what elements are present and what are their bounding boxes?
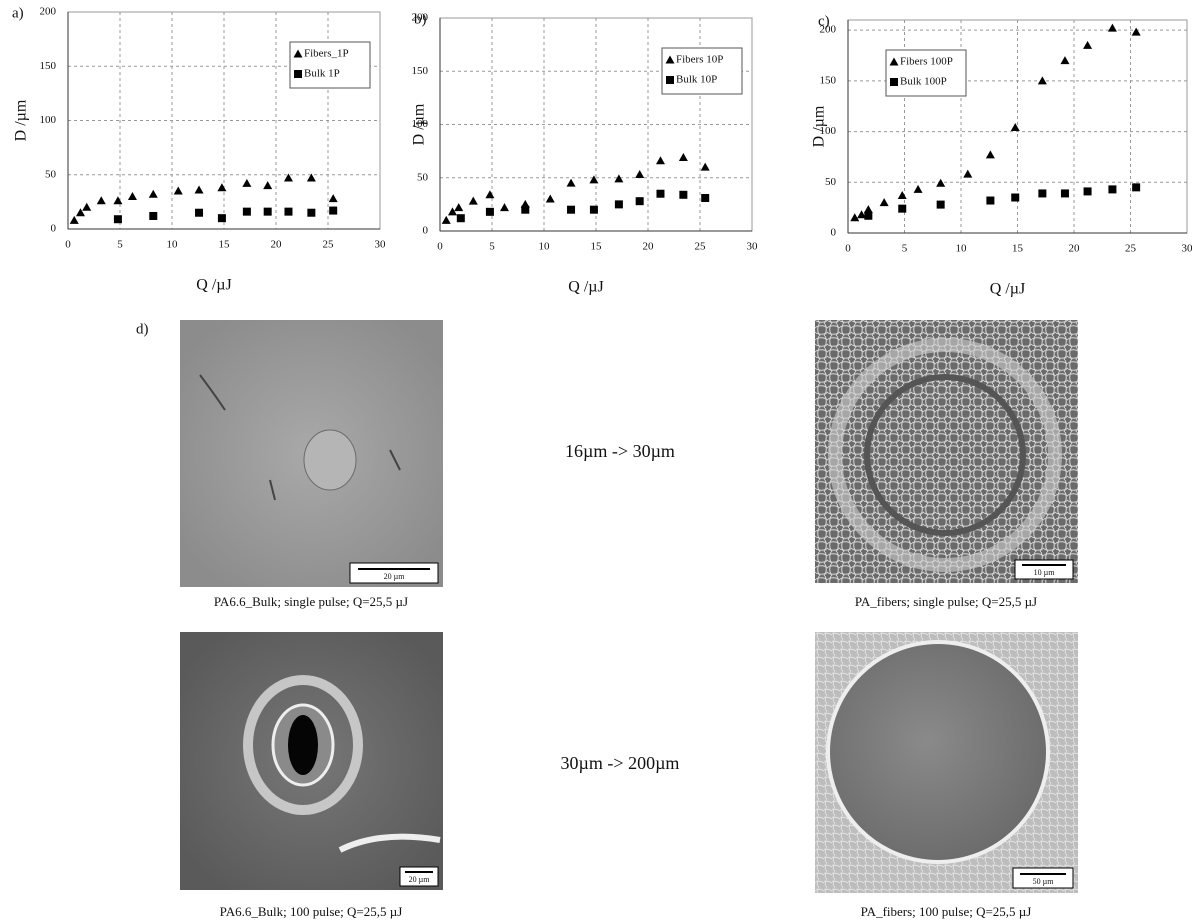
data-point (149, 212, 157, 220)
data-point (898, 205, 906, 213)
legend-label: Fibers 100P (900, 56, 953, 68)
legend-marker (294, 70, 302, 78)
y-axis-label: D /µm (411, 103, 428, 145)
y-tick-label: 0 (831, 227, 837, 239)
y-tick-label: 150 (40, 60, 57, 72)
x-axis-label: Q /µJ (990, 281, 1025, 298)
legend-marker (666, 76, 674, 84)
panel-label: d) (136, 321, 149, 337)
data-point (636, 197, 644, 205)
sem-image (180, 320, 443, 587)
y-tick-label: 200 (40, 6, 57, 18)
y-tick-label: 100 (40, 114, 57, 126)
data-point (1108, 185, 1116, 193)
legend: Fibers 10P Bulk 10P (662, 48, 742, 94)
x-tick-label: 15 (219, 239, 231, 251)
y-axis-label: D /µm (13, 99, 30, 141)
y-tick-label: 0 (423, 225, 429, 237)
sem-image (815, 320, 1078, 583)
legend-label: Bulk 10P (676, 74, 717, 86)
x-axis-label: Q /µJ (196, 277, 231, 294)
y-tick-label: 50 (825, 176, 837, 188)
x-tick-label: 20 (1069, 243, 1081, 255)
x-tick-label: 0 (845, 243, 851, 255)
data-point (264, 208, 272, 216)
x-tick-label: 20 (643, 241, 655, 253)
data-point (864, 212, 872, 220)
x-tick-label: 0 (65, 239, 71, 251)
comparison-text: 30µm -> 200µm (561, 753, 680, 773)
sem-image (180, 632, 443, 890)
data-point (114, 215, 122, 223)
data-point (1061, 189, 1069, 197)
x-tick-label: 15 (591, 241, 603, 253)
y-tick-label: 50 (417, 171, 429, 183)
data-point (521, 206, 529, 214)
x-tick-label: 20 (271, 239, 283, 251)
legend: Fibers 100P Bulk 100P (886, 50, 966, 96)
image-caption: PA_fibers; single pulse; Q=25,5 µJ (855, 594, 1037, 609)
data-point (656, 190, 664, 198)
x-tick-label: 10 (167, 239, 179, 251)
legend-label: Fibers_1P (304, 48, 349, 60)
data-point (1084, 187, 1092, 195)
data-point (986, 197, 994, 205)
image-caption: PA6.6_Bulk; 100 pulse; Q=25,5 µJ (220, 904, 403, 919)
data-point (1011, 194, 1019, 202)
x-tick-label: 5 (902, 243, 908, 255)
scale-bar-label: 20 µm (384, 572, 406, 581)
data-point (679, 191, 687, 199)
scale-bar-label: 10 µm (1034, 568, 1056, 577)
comparison-text: 16µm -> 30µm (565, 441, 675, 461)
legend-label: Bulk 100P (900, 76, 947, 88)
x-tick-label: 0 (437, 241, 443, 253)
figure-canvas: d) 16µm -> 30µm 30µm -> 200µm PA6.6_Bulk… (0, 0, 1196, 922)
image-caption: PA6.6_Bulk; single pulse; Q=25,5 µJ (214, 594, 408, 609)
legend-label: Bulk 1P (304, 68, 340, 80)
x-tick-label: 25 (695, 241, 707, 253)
data-point (701, 194, 709, 202)
panel-label: b) (414, 11, 427, 27)
data-point (1132, 183, 1140, 191)
scale-bar-label: 20 µm (409, 875, 431, 884)
x-tick-label: 30 (747, 241, 759, 253)
legend: Fibers_1P Bulk 1P (290, 42, 370, 88)
data-point (1038, 189, 1046, 197)
x-tick-label: 10 (539, 241, 551, 253)
data-point (615, 200, 623, 208)
legend-marker (890, 78, 898, 86)
data-point (284, 208, 292, 216)
y-tick-label: 150 (412, 65, 429, 77)
x-tick-label: 5 (117, 239, 123, 251)
x-tick-label: 15 (1012, 243, 1024, 255)
data-point (329, 207, 337, 215)
image-caption: PA_fibers; 100 pulse; Q=25,5 µJ (861, 904, 1032, 919)
x-tick-label: 25 (323, 239, 335, 251)
sem-image (815, 632, 1078, 893)
figure: d) 16µm -> 30µm 30µm -> 200µm PA6.6_Bulk… (0, 0, 1196, 922)
data-point (486, 208, 494, 216)
x-tick-label: 30 (375, 239, 387, 251)
data-point (243, 208, 251, 216)
x-tick-label: 5 (489, 241, 495, 253)
legend-label: Fibers 10P (676, 54, 723, 66)
y-axis-label: D /µm (811, 105, 828, 147)
y-tick-label: 50 (45, 168, 57, 180)
data-point (590, 206, 598, 214)
scale-bar-label: 50 µm (1033, 877, 1055, 886)
data-point (218, 214, 226, 222)
x-tick-label: 10 (956, 243, 968, 255)
y-tick-label: 0 (51, 223, 57, 235)
data-point (567, 206, 575, 214)
data-point (195, 209, 203, 217)
data-point (457, 214, 465, 222)
y-tick-label: 150 (820, 74, 837, 86)
panel-label: a) (12, 5, 24, 21)
x-axis-label: Q /µJ (568, 279, 603, 296)
x-tick-label: 25 (1125, 243, 1137, 255)
data-point (307, 209, 315, 217)
data-point (937, 201, 945, 209)
panel-label: c) (818, 13, 830, 29)
x-tick-label: 30 (1182, 243, 1194, 255)
